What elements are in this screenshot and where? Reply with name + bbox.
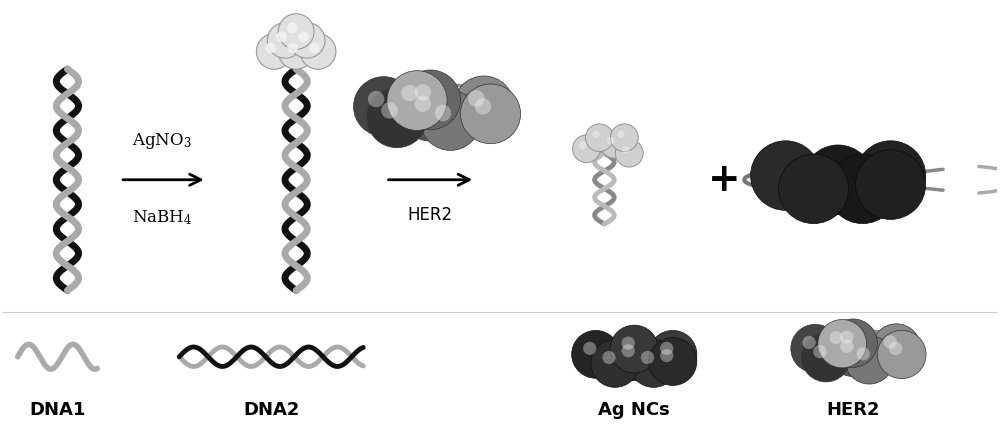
Ellipse shape (610, 333, 658, 381)
Ellipse shape (415, 84, 431, 101)
Ellipse shape (368, 91, 384, 107)
Ellipse shape (400, 81, 460, 141)
Ellipse shape (641, 351, 654, 364)
Text: DNA1: DNA1 (29, 401, 86, 419)
Ellipse shape (660, 349, 673, 362)
Ellipse shape (829, 319, 877, 367)
Ellipse shape (779, 154, 849, 224)
Ellipse shape (813, 345, 827, 358)
Ellipse shape (649, 338, 697, 385)
Ellipse shape (256, 34, 292, 69)
Ellipse shape (660, 342, 673, 355)
Ellipse shape (572, 331, 620, 378)
Ellipse shape (802, 333, 850, 382)
Ellipse shape (475, 98, 491, 115)
Ellipse shape (300, 34, 336, 69)
Ellipse shape (381, 102, 398, 119)
Ellipse shape (617, 130, 625, 138)
Ellipse shape (287, 43, 298, 53)
Text: DNA2: DNA2 (243, 401, 299, 419)
Text: $\mathregular{NaBH_4}$: $\mathregular{NaBH_4}$ (132, 208, 192, 227)
Ellipse shape (276, 31, 287, 42)
Ellipse shape (460, 84, 521, 144)
Ellipse shape (600, 130, 628, 158)
Text: Ag NCs: Ag NCs (598, 401, 670, 419)
Ellipse shape (751, 141, 821, 210)
Ellipse shape (649, 331, 697, 378)
Ellipse shape (354, 77, 414, 136)
Ellipse shape (889, 342, 902, 355)
Ellipse shape (872, 324, 921, 372)
Ellipse shape (829, 331, 843, 344)
Ellipse shape (387, 71, 447, 130)
Ellipse shape (877, 330, 926, 379)
Ellipse shape (802, 336, 816, 349)
Ellipse shape (400, 70, 460, 130)
Ellipse shape (287, 23, 298, 33)
Ellipse shape (622, 336, 635, 349)
Ellipse shape (435, 105, 451, 121)
Ellipse shape (278, 14, 314, 49)
Ellipse shape (607, 137, 615, 145)
Ellipse shape (573, 135, 600, 163)
Ellipse shape (856, 141, 926, 210)
Ellipse shape (622, 344, 635, 358)
Ellipse shape (289, 22, 325, 58)
Ellipse shape (856, 150, 926, 220)
Ellipse shape (840, 331, 854, 344)
Ellipse shape (401, 85, 418, 101)
Ellipse shape (367, 88, 427, 148)
Ellipse shape (420, 90, 481, 151)
Ellipse shape (602, 351, 616, 364)
Ellipse shape (468, 90, 485, 107)
Ellipse shape (415, 95, 431, 112)
Text: HER2: HER2 (408, 206, 453, 224)
Ellipse shape (278, 34, 314, 69)
Ellipse shape (856, 347, 870, 361)
Ellipse shape (791, 324, 840, 373)
Ellipse shape (845, 336, 894, 384)
Text: +: + (707, 161, 740, 199)
Text: $\mathregular{AgNO_3}$: $\mathregular{AgNO_3}$ (132, 131, 192, 151)
Ellipse shape (265, 43, 276, 53)
Text: HER2: HER2 (826, 401, 880, 419)
Ellipse shape (591, 340, 639, 388)
Ellipse shape (267, 22, 303, 58)
Ellipse shape (586, 124, 613, 151)
Ellipse shape (579, 142, 587, 149)
Ellipse shape (828, 154, 898, 224)
Ellipse shape (829, 328, 877, 376)
Ellipse shape (615, 139, 643, 167)
Ellipse shape (583, 342, 596, 355)
Ellipse shape (454, 76, 514, 136)
Ellipse shape (629, 340, 678, 388)
Ellipse shape (592, 130, 600, 138)
Ellipse shape (622, 146, 630, 154)
Ellipse shape (610, 124, 638, 151)
Ellipse shape (309, 43, 320, 53)
Ellipse shape (840, 340, 854, 353)
Ellipse shape (884, 335, 897, 349)
Ellipse shape (298, 31, 309, 42)
Ellipse shape (818, 319, 867, 368)
Ellipse shape (610, 325, 658, 373)
Ellipse shape (803, 145, 873, 215)
